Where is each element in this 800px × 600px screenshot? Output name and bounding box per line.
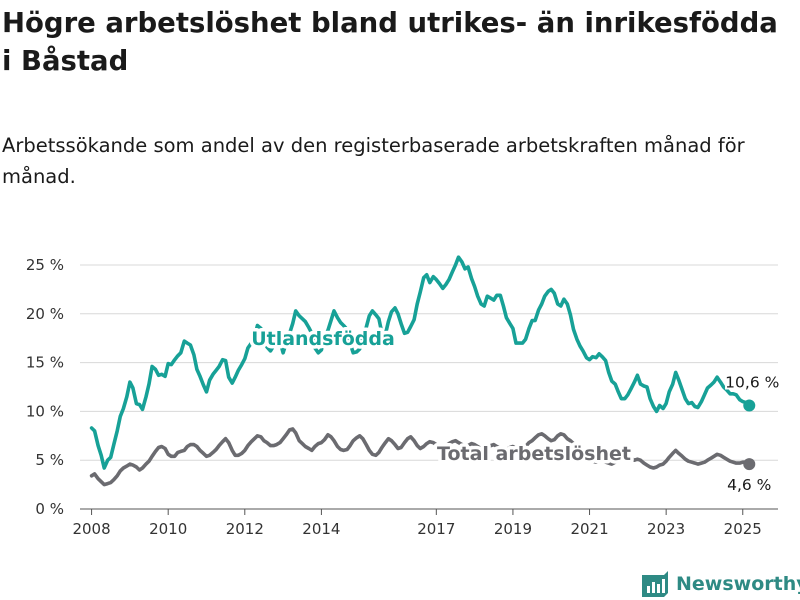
series-labels: 10,6 % 4,6 % Utlandsfödda Total arbetslöshe… <box>248 325 782 497</box>
series-label-foreign: Utlandsfödda <box>251 328 395 350</box>
y-axis: 0 % 5 % 10 % 15 % 20 % 25 % <box>26 256 64 518</box>
y-tick-label: 25 % <box>26 256 64 274</box>
x-tick-label: 2025 <box>724 520 762 538</box>
x-tick-label: 2014 <box>302 520 340 538</box>
end-value-label-foreign: 10,6 % <box>725 374 779 392</box>
x-tick-label: 2017 <box>417 520 455 538</box>
x-tick-label: 2010 <box>149 520 187 538</box>
x-tick-label: 2008 <box>72 520 110 538</box>
end-marker-total <box>743 458 756 471</box>
series-line-foreign <box>89 255 752 470</box>
x-tick-label: 2012 <box>226 520 264 538</box>
y-tick-label: 5 % <box>35 451 64 469</box>
newsworthy-logo-icon <box>642 571 668 597</box>
x-tick-label: 2019 <box>494 520 532 538</box>
series-lines <box>89 255 756 487</box>
newsworthy-logo[interactable]: Newsworthy <box>642 568 800 600</box>
y-tick-label: 15 % <box>26 354 64 372</box>
y-tick-label: 20 % <box>26 305 64 323</box>
x-tick-label: 2021 <box>570 520 608 538</box>
end-value-label-total: 4,6 % <box>727 476 771 494</box>
series-line-total <box>89 427 752 487</box>
x-axis: 2008 2010 2012 2014 2017 2019 2021 2023 2025 <box>72 508 778 538</box>
newsworthy-logo-text: Newsworthy <box>676 573 800 595</box>
y-tick-label: 0 % <box>35 500 64 518</box>
x-tick-label: 2023 <box>647 520 685 538</box>
chart-title: Högre arbetslöshet bland utrikes- än inr… <box>2 7 778 77</box>
end-marker-foreign <box>743 399 756 412</box>
series-label-total: Total arbetslöshet <box>437 443 631 465</box>
y-tick-label: 10 % <box>26 402 64 420</box>
chart-subtitle: Arbetssökande som andel av den registerb… <box>2 134 745 188</box>
